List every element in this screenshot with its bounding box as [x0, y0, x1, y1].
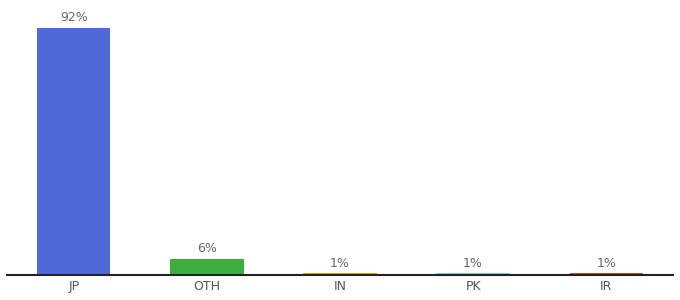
Text: 1%: 1% — [330, 257, 350, 270]
Text: 1%: 1% — [463, 257, 483, 270]
Bar — [437, 272, 510, 275]
Bar — [170, 259, 243, 275]
Bar — [303, 272, 377, 275]
Text: 6%: 6% — [197, 242, 217, 255]
Bar — [570, 272, 643, 275]
Text: 92%: 92% — [60, 11, 88, 24]
Bar — [37, 28, 110, 275]
Text: 1%: 1% — [596, 257, 616, 270]
